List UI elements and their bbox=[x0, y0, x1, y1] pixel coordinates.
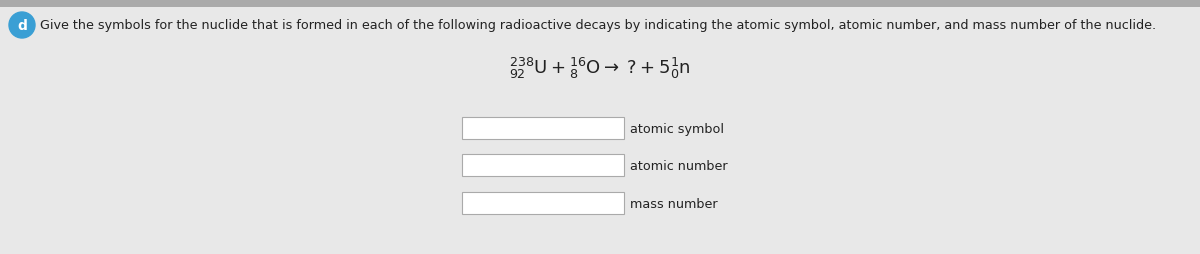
FancyBboxPatch shape bbox=[462, 118, 624, 139]
Circle shape bbox=[10, 13, 35, 39]
Text: $\mathrm{^{238}_{92}U + ^{16}_{8}O \rightarrow\; ? + 5^{1}_{0}n}$: $\mathrm{^{238}_{92}U + ^{16}_{8}O \righ… bbox=[509, 55, 691, 80]
Text: Give the symbols for the nuclide that is formed in each of the following radioac: Give the symbols for the nuclide that is… bbox=[40, 19, 1156, 32]
Text: d: d bbox=[17, 19, 26, 33]
FancyBboxPatch shape bbox=[462, 154, 624, 176]
Bar bbox=[0, 0, 1200, 8]
Text: atomic number: atomic number bbox=[630, 159, 727, 172]
Text: mass number: mass number bbox=[630, 197, 718, 210]
Text: atomic symbol: atomic symbol bbox=[630, 122, 724, 135]
FancyBboxPatch shape bbox=[462, 192, 624, 214]
